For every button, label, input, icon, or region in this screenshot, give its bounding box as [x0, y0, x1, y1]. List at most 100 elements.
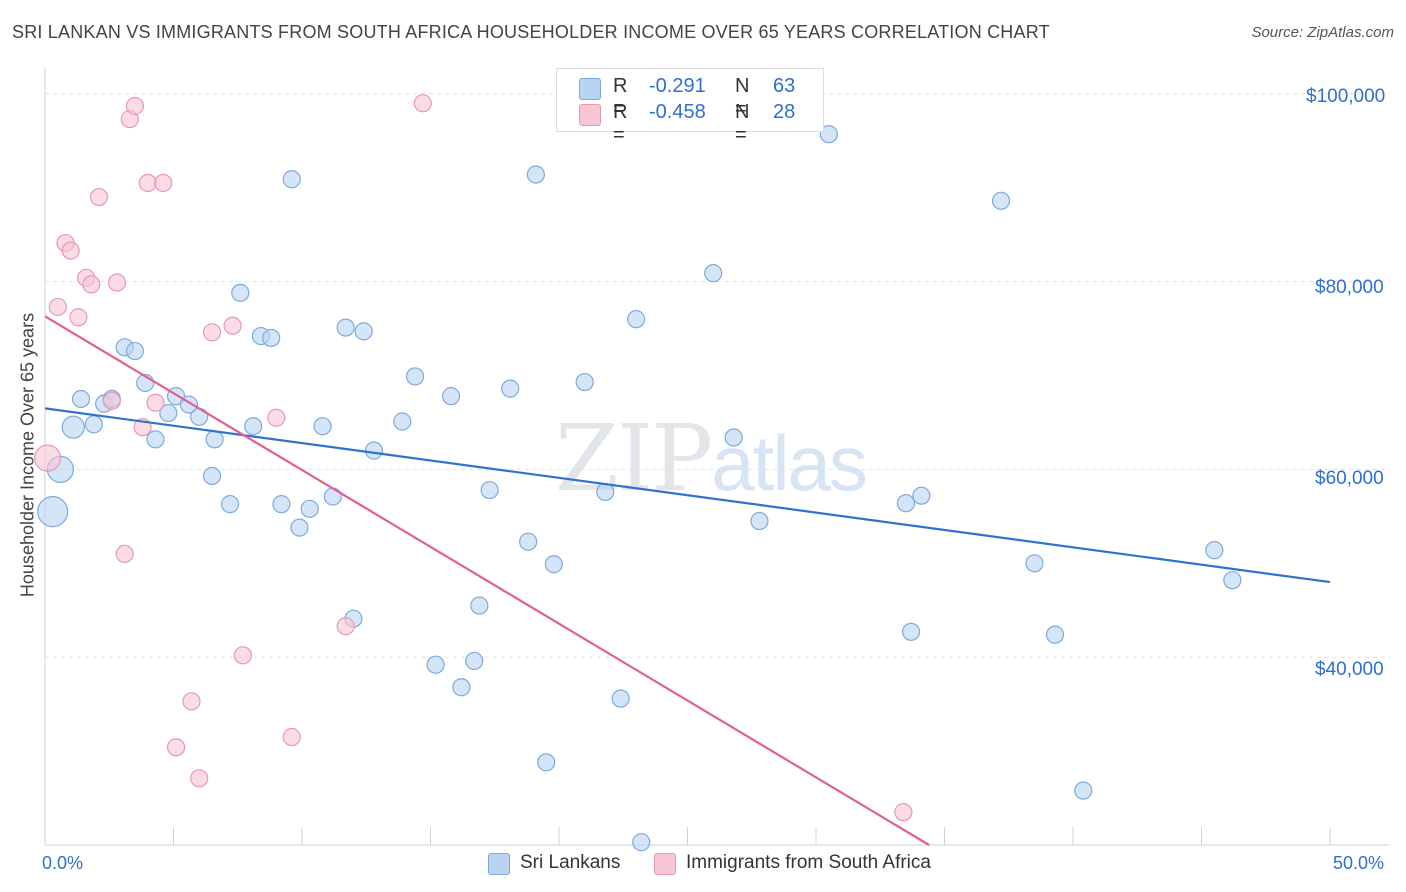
n-label: N =: [735, 75, 750, 120]
sri-lankans-point-36: [452, 678, 471, 697]
sri-lankans-point-49: [632, 833, 651, 852]
sri-lankans-point-11: [159, 403, 178, 423]
south-africa-point-25: [336, 617, 355, 636]
y-tick-label-80000: $80,000: [1315, 277, 1384, 298]
south-africa-point-19: [190, 769, 209, 788]
south-africa-point-9: [107, 273, 127, 292]
source-credit: Source: ZipAtlas.com: [1251, 24, 1394, 41]
sri-lankans-point-44: [544, 555, 563, 574]
sri-lankans-point-31: [364, 441, 384, 460]
y-tick-label-100000: $100,000: [1306, 86, 1386, 107]
south-africa-point-14: [138, 173, 157, 193]
south-africa-point-16: [154, 173, 173, 193]
sri-lankans-point-61: [1205, 541, 1224, 560]
sri-lankans-point-58: [1025, 554, 1044, 573]
legend-swatch-pink: [654, 853, 676, 875]
sri-lankans-point-15: [202, 466, 222, 486]
south-africa-point-20: [202, 323, 222, 342]
south-africa-point-21: [223, 316, 242, 335]
south-africa-point-23: [267, 408, 286, 427]
south-africa-point-0: [33, 444, 62, 472]
south-africa-point-18: [182, 692, 201, 711]
r-value: -0.291: [649, 75, 706, 97]
south-africa-point-24: [282, 727, 301, 747]
south-africa-point-17: [166, 738, 186, 757]
sri-lankans-point-45: [575, 372, 594, 392]
south-africa-point-8: [102, 391, 121, 410]
sri-lankans-point-23: [282, 170, 301, 189]
sri-lankans-point-34: [426, 655, 445, 674]
sri-lankans-point-33: [405, 367, 425, 386]
sri-lankans-point-38: [470, 596, 489, 615]
n-value: 63: [773, 75, 796, 97]
south-africa-point-6: [82, 275, 101, 294]
sri-lankans-point-43: [537, 753, 556, 772]
sri-lankans-point-39: [480, 480, 499, 500]
south-africa-point-27: [894, 803, 913, 822]
south-africa-point-7: [89, 187, 109, 207]
legend-label: Immigrants from South Africa: [686, 852, 931, 873]
sri-lankans-point-10: [146, 430, 165, 449]
x-tick-label-min: 0.0%: [42, 853, 84, 873]
axes: [44, 68, 1390, 846]
sri-lankans-point-57: [991, 191, 1011, 210]
sri-lankans-point-62: [1223, 571, 1242, 590]
sri-lankans-point-47: [611, 689, 630, 708]
sri-lankans-point-4: [84, 415, 103, 434]
sri-lankans-point-53: [819, 125, 838, 144]
south-africa-points: [33, 94, 913, 822]
trend-lines: [44, 315, 1331, 846]
south-africa-point-15: [146, 393, 165, 412]
sri-lankans-point-55: [901, 622, 921, 641]
sri-lankans-point-18: [231, 283, 250, 302]
sri-lankans-trend-line: [44, 407, 1331, 584]
south-africa-point-22: [233, 646, 252, 665]
sri-lankans-point-56: [912, 486, 931, 505]
south-africa-point-1: [48, 297, 67, 317]
sri-lankans-point-59: [1045, 625, 1065, 644]
sri-lankans-point-52: [750, 511, 769, 531]
correlation-legend: R = -0.291 N = 63 R = -0.458 N = 28: [556, 68, 824, 146]
sri-lankans-point-24: [290, 518, 309, 537]
n-label: N =: [735, 101, 750, 146]
r-value: -0.458: [649, 101, 706, 123]
sri-lankans-point-35: [441, 387, 461, 406]
sri-lankans-point-26: [313, 417, 332, 436]
south-africa-point-26: [413, 94, 432, 113]
legend-swatch-pink: [579, 104, 601, 126]
sri-lankans-point-50: [704, 264, 723, 283]
south-africa-point-12: [125, 96, 145, 116]
legend-label: Sri Lankans: [520, 852, 621, 873]
south-africa-trend-line: [44, 315, 930, 846]
sri-lankans-point-48: [626, 310, 646, 329]
sri-lankans-point-27: [323, 487, 342, 506]
sri-lankans-point-32: [393, 412, 412, 431]
x-tick-label-max: 50.0%: [1333, 853, 1385, 873]
sri-lankans-point-41: [519, 532, 538, 551]
south-africa-point-4: [69, 308, 88, 327]
r-label: R =: [613, 75, 628, 120]
sri-lankans-point-30: [354, 322, 373, 341]
sri-lankans-points: [37, 125, 1242, 852]
sri-lankans-point-37: [465, 651, 484, 671]
sri-lankans-point-2: [61, 415, 85, 439]
sri-lankans-point-16: [205, 430, 224, 449]
y-tick-label-60000: $60,000: [1315, 468, 1384, 489]
sri-lankans-point-54: [896, 494, 916, 513]
sri-lankans-point-40: [501, 379, 520, 398]
south-africa-point-3: [61, 241, 80, 260]
sri-lankans-point-28: [336, 318, 355, 337]
sri-lankans-point-3: [71, 389, 91, 409]
sri-lankans-point-60: [1074, 781, 1093, 800]
n-value: 28: [773, 101, 796, 123]
sri-lankans-point-8: [125, 341, 145, 361]
legend-swatch-blue: [579, 78, 601, 100]
sri-lankans-point-22: [272, 495, 291, 514]
sri-lankans-point-42: [526, 165, 545, 184]
y-axis-title: Householder Income Over 65 years: [17, 312, 38, 598]
y-tick-label-40000: $40,000: [1315, 659, 1384, 680]
sri-lankans-point-25: [300, 499, 319, 518]
south-africa-point-10: [115, 544, 134, 564]
r-label: R =: [613, 101, 628, 146]
